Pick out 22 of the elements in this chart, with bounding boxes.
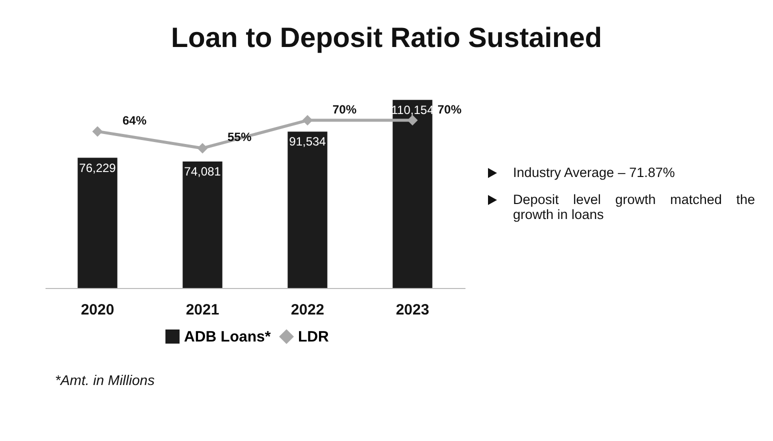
data-label: 64% (122, 113, 147, 128)
text: *Amt. in Millions (55, 372, 155, 388)
data-label: 70% (332, 102, 357, 116)
bar (288, 132, 328, 288)
bar (392, 100, 432, 288)
text: Industry Average – 71.87% (513, 165, 675, 180)
x-tick-label: 2020 (80, 302, 114, 318)
bar (182, 161, 222, 288)
data-label: 55% (228, 130, 252, 144)
chart-title: Loan to Deposit Ratio Sustained (170, 22, 603, 54)
x-tick-label: 2023 (396, 302, 430, 318)
legend-label: LDR (298, 328, 329, 346)
data-label: 76,229 (79, 160, 116, 175)
legend-label: ADB Loans* (184, 328, 271, 346)
text: Deposit level growth matched the growth in loans (513, 192, 755, 222)
data-label: 91,534 (289, 134, 326, 149)
x-tick-label: 2022 (290, 302, 324, 318)
data-label: 110,154 (391, 102, 434, 117)
data-label: 70% (438, 102, 462, 116)
bar (78, 158, 118, 288)
data-label: 74,081 (184, 164, 222, 178)
x-tick-label: 2021 (186, 302, 220, 318)
